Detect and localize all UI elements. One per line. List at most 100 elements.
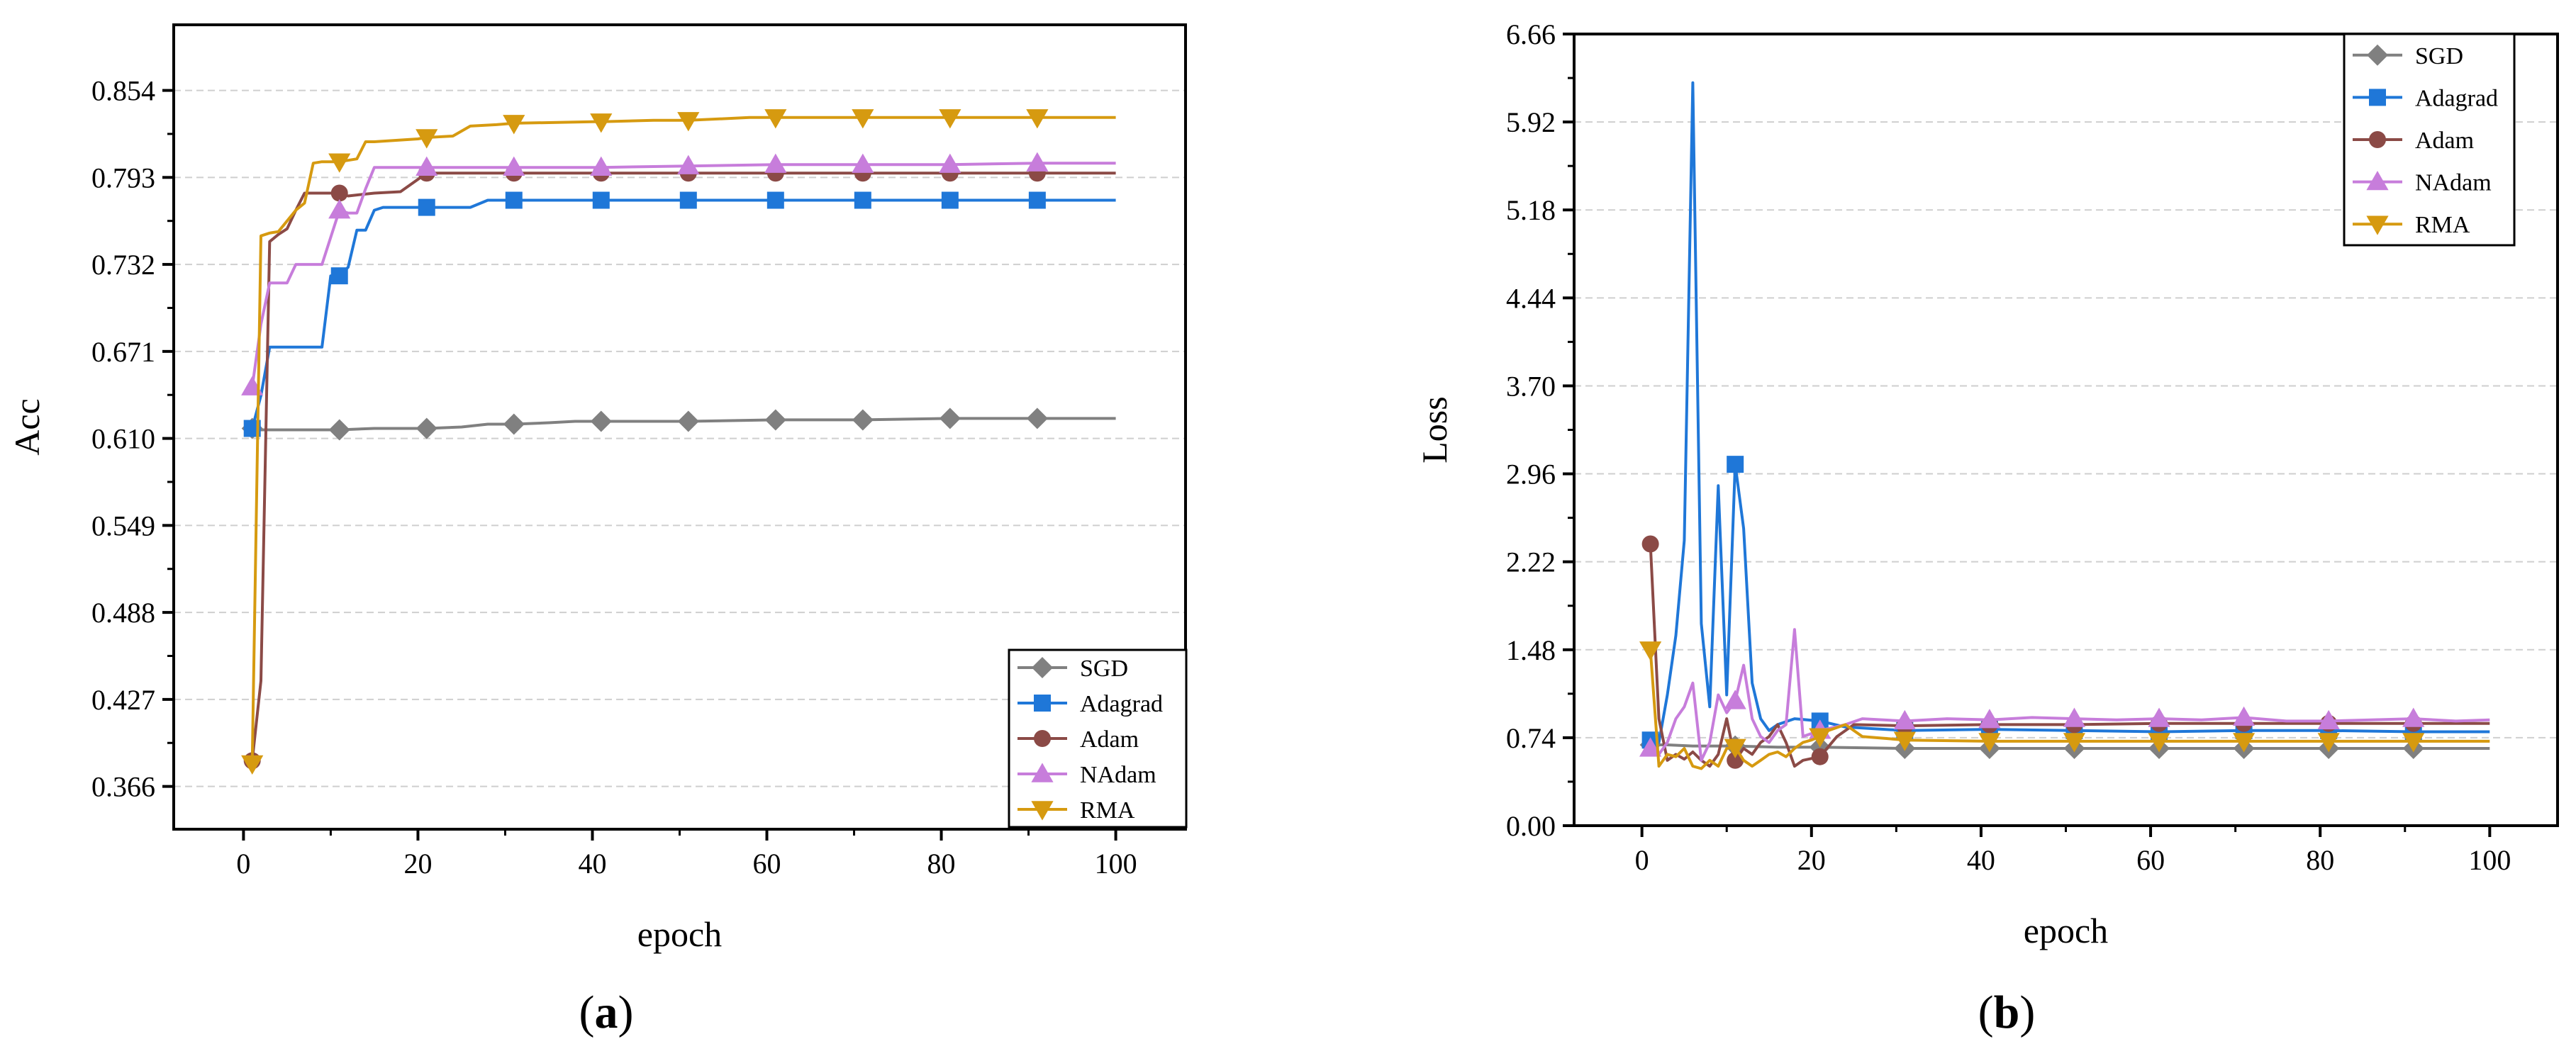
legend-marker-nadam	[2366, 171, 2389, 191]
data-point-sgd	[764, 409, 786, 431]
x-tick-label: 60	[753, 848, 781, 880]
data-point-rma	[503, 115, 525, 135]
legend-marker-adam	[2369, 131, 2386, 148]
y-tick-label: 0.00	[1506, 810, 1556, 842]
series-sgd	[241, 408, 1116, 441]
data-point-rma	[1639, 641, 1662, 661]
legend-label-adam: Adam	[2415, 128, 2474, 154]
legend-marker-rma	[2366, 215, 2389, 235]
legend-label-sgd: SGD	[2415, 43, 2463, 69]
y-axis-title: Acc	[7, 398, 47, 456]
series-rma	[241, 109, 1116, 775]
series-nadam	[1639, 628, 2490, 762]
data-point-sgd	[852, 409, 874, 431]
y-tick-label: 0.427	[91, 684, 155, 716]
data-point-rma	[764, 109, 787, 129]
caption-b: (b)	[1978, 987, 2036, 1038]
x-axis-title: epoch	[2024, 911, 2108, 950]
y-tick-label: 6.66	[1506, 18, 1556, 50]
data-point-rma	[2148, 733, 2170, 753]
y-tick-label: 5.92	[1506, 106, 1556, 138]
legend-marker-sgd	[1032, 657, 1053, 678]
data-point-adagrad	[592, 191, 610, 209]
y-tick-label: 0.671	[91, 336, 155, 368]
x-tick-label: 60	[2136, 844, 2165, 876]
y-tick-label: 4.44	[1506, 282, 1556, 314]
data-point-nadam	[2317, 709, 2340, 730]
data-point-sgd	[939, 408, 961, 429]
legend-label-adagrad: Adagrad	[2415, 85, 2498, 111]
data-point-adagrad	[854, 191, 871, 209]
series-nadam	[241, 152, 1116, 395]
caption-a-close: )	[618, 987, 634, 1038]
data-point-sgd	[328, 419, 350, 441]
y-tick-label: 2.22	[1506, 546, 1556, 578]
data-point-nadam	[939, 153, 961, 173]
data-point-rma	[2063, 733, 2086, 753]
legend-marker-adagrad	[1034, 695, 1051, 712]
data-point-nadam	[852, 153, 874, 173]
data-point-sgd	[503, 413, 525, 435]
data-point-rma	[590, 113, 613, 133]
y-tick-label: 0.488	[91, 597, 155, 629]
data-point-rma	[1978, 733, 2001, 753]
y-tick-label: 2.96	[1506, 459, 1556, 490]
data-point-rma	[2317, 733, 2340, 753]
series-adam	[243, 164, 1116, 770]
series-adagrad	[243, 191, 1116, 437]
x-tick-label: 0	[1635, 844, 1649, 876]
series-line-adam	[250, 172, 1116, 761]
data-point-rma	[1026, 109, 1049, 129]
data-point-nadam	[1978, 709, 2001, 729]
data-point-rma	[241, 755, 264, 775]
legend-item-adam: Adam	[2353, 128, 2474, 154]
data-point-adam	[330, 184, 348, 202]
series-line-rma	[1649, 649, 2490, 770]
data-point-rma	[852, 109, 874, 129]
x-tick-label: 80	[927, 848, 956, 880]
data-point-nadam	[1026, 152, 1049, 172]
y-tick-label: 0.793	[91, 162, 155, 193]
caption-b-close: )	[2019, 987, 2035, 1038]
y-tick-label: 5.18	[1506, 194, 1556, 226]
y-tick-label: 3.70	[1506, 370, 1556, 402]
caption-b-letter: b	[1994, 987, 2020, 1038]
legend-marker-nadam	[1031, 763, 1054, 782]
caption-a-open: (	[579, 987, 595, 1038]
loss-chart-panel: 0 20 40 60 80 100 0.00 0.74 1.48 2.22 2.96 3.70 4.44…	[1415, 18, 2559, 950]
y-axis-title: Loss	[1415, 396, 1454, 463]
data-point-adam	[1641, 535, 1659, 553]
data-point-adagrad	[679, 191, 697, 209]
data-point-nadam	[590, 156, 613, 176]
data-point-sgd	[677, 410, 699, 432]
legend-marker-adam	[1034, 730, 1051, 747]
legend-marker-rma	[1031, 801, 1054, 821]
data-point-nadam	[1639, 737, 1662, 757]
legend-label-rma: RMA	[2415, 212, 2470, 238]
x-tick-label: 40	[1967, 844, 1995, 876]
data-point-nadam	[764, 153, 787, 173]
data-point-adagrad	[505, 191, 523, 209]
data-point-rma	[1809, 728, 1831, 748]
data-point-adam	[1811, 748, 1829, 765]
caption-a-letter: a	[595, 987, 618, 1038]
series-line-nadam	[250, 162, 1116, 388]
data-point-rma	[2402, 733, 2425, 753]
legend-item-sgd: SGD	[1017, 656, 1128, 682]
data-point-nadam	[677, 155, 700, 174]
legend-item-adagrad: Adagrad	[1017, 691, 1163, 717]
legend-item-adagrad: Adagrad	[2353, 85, 2498, 111]
y-tick-label: 0.854	[91, 75, 155, 107]
x-tick-label: 20	[1797, 844, 1826, 876]
data-point-rma	[1724, 738, 1746, 758]
x-tick-label: 40	[578, 848, 606, 880]
data-point-adagrad	[1727, 456, 1744, 473]
data-point-nadam	[1724, 690, 1746, 709]
series-line-adagrad	[250, 198, 1116, 429]
x-tick-label: 20	[403, 848, 432, 880]
x-tick-label: 100	[2468, 844, 2511, 876]
series-line-adam	[1649, 544, 2490, 768]
data-point-sgd	[590, 410, 612, 432]
data-point-rma	[328, 153, 351, 173]
